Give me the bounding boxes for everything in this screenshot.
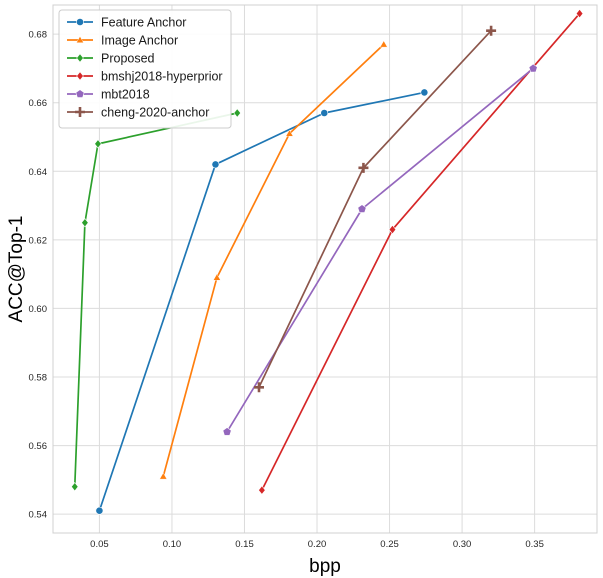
legend-marker-mbt2018: [75, 89, 85, 98]
legend-marker-cheng-2020-anchor: [75, 107, 85, 117]
x-tick-label: 0.05: [90, 539, 109, 550]
series-mbt2018: [222, 63, 538, 436]
series-line-cheng-2020-anchor: [258, 30, 492, 388]
series-line-feature-anchor: [98, 91, 425, 511]
legend-label-mbt2018: mbt2018: [101, 88, 150, 102]
y-axis-label: ACC@Top-1: [6, 216, 27, 323]
x-tick-label: 0.30: [453, 539, 472, 550]
tick-labels: 0.05 0.10 0.15 0.20 0.25 0.30 0.35 0.54 0.56 0.58…: [29, 30, 544, 550]
y-tick-label: 0.66: [29, 98, 48, 109]
series-line-image-anchor: [162, 43, 385, 477]
series-cheng-2020-anchor: [253, 25, 497, 393]
legend-box: [58, 9, 232, 129]
data-point-proposed: [94, 139, 102, 149]
data-point-image-anchor: [159, 472, 168, 480]
y-tick-label: 0.62: [29, 235, 48, 246]
x-tick-label: 0.35: [525, 539, 544, 550]
x-tick-label: 0.25: [380, 539, 399, 550]
legend-marker-image-anchor: [76, 35, 84, 43]
data-point-feature-anchor: [95, 506, 104, 515]
data-point-image-anchor: [212, 273, 221, 281]
plot-frame: [52, 4, 598, 534]
data-point-cheng-2020-anchor: [486, 25, 497, 36]
y-tick-label: 0.60: [29, 304, 48, 315]
legend: Feature Anchor Image Anchor Proposed bmshj2…: [58, 9, 232, 129]
data-point-image-anchor: [379, 40, 388, 48]
y-tick-label: 0.64: [29, 167, 48, 178]
legend-label-bmshj2018-hyperprior: bmshj2018-hyperprior: [101, 70, 223, 84]
data-point-proposed: [233, 108, 241, 118]
data-point-bmshj2018-hyperprior: [575, 8, 584, 19]
data-point-proposed: [71, 482, 79, 492]
series-image-anchor: [159, 40, 388, 480]
series-bmshj2018-hyperprior: [258, 8, 584, 495]
series-feature-anchor: [95, 88, 429, 515]
data-point-mbt2018: [222, 427, 232, 436]
data-point-cheng-2020-anchor: [358, 162, 369, 173]
x-tick-label: 0.15: [235, 539, 254, 550]
x-tick-label: 0.10: [163, 539, 182, 550]
y-tick-label: 0.68: [29, 30, 48, 41]
data-point-feature-anchor: [420, 88, 429, 97]
data-point-feature-anchor: [211, 160, 220, 169]
data-point-feature-anchor: [320, 109, 329, 117]
legend-label-proposed: Proposed: [101, 52, 155, 66]
data-point-bmshj2018-hyperprior: [388, 224, 397, 235]
x-tick-label: 0.20: [308, 539, 327, 550]
legend-marker-bmshj2018-hyperprior: [76, 71, 84, 81]
legend-label-image-anchor: Image Anchor: [101, 34, 178, 48]
data-point-image-anchor: [285, 129, 294, 137]
data-point-cheng-2020-anchor: [253, 382, 264, 393]
data-point-bmshj2018-hyperprior: [258, 485, 266, 495]
grid: [53, 5, 597, 533]
data-point-mbt2018: [357, 204, 367, 213]
legend-label-feature-anchor: Feature Anchor: [101, 16, 186, 30]
legend-label-cheng-2020-anchor: cheng-2020-anchor: [101, 106, 209, 120]
y-tick-label: 0.54: [29, 510, 48, 521]
y-tick-label: 0.58: [29, 373, 48, 384]
data-point-proposed: [81, 218, 89, 228]
y-tick-label: 0.56: [29, 441, 48, 452]
legend-marker-proposed: [76, 53, 84, 63]
series-line-bmshj2018-hyperprior: [261, 13, 581, 491]
x-axis-label: bpp: [309, 556, 341, 577]
legend-marker-feature-anchor: [76, 18, 84, 26]
data-point-mbt2018: [528, 63, 538, 73]
